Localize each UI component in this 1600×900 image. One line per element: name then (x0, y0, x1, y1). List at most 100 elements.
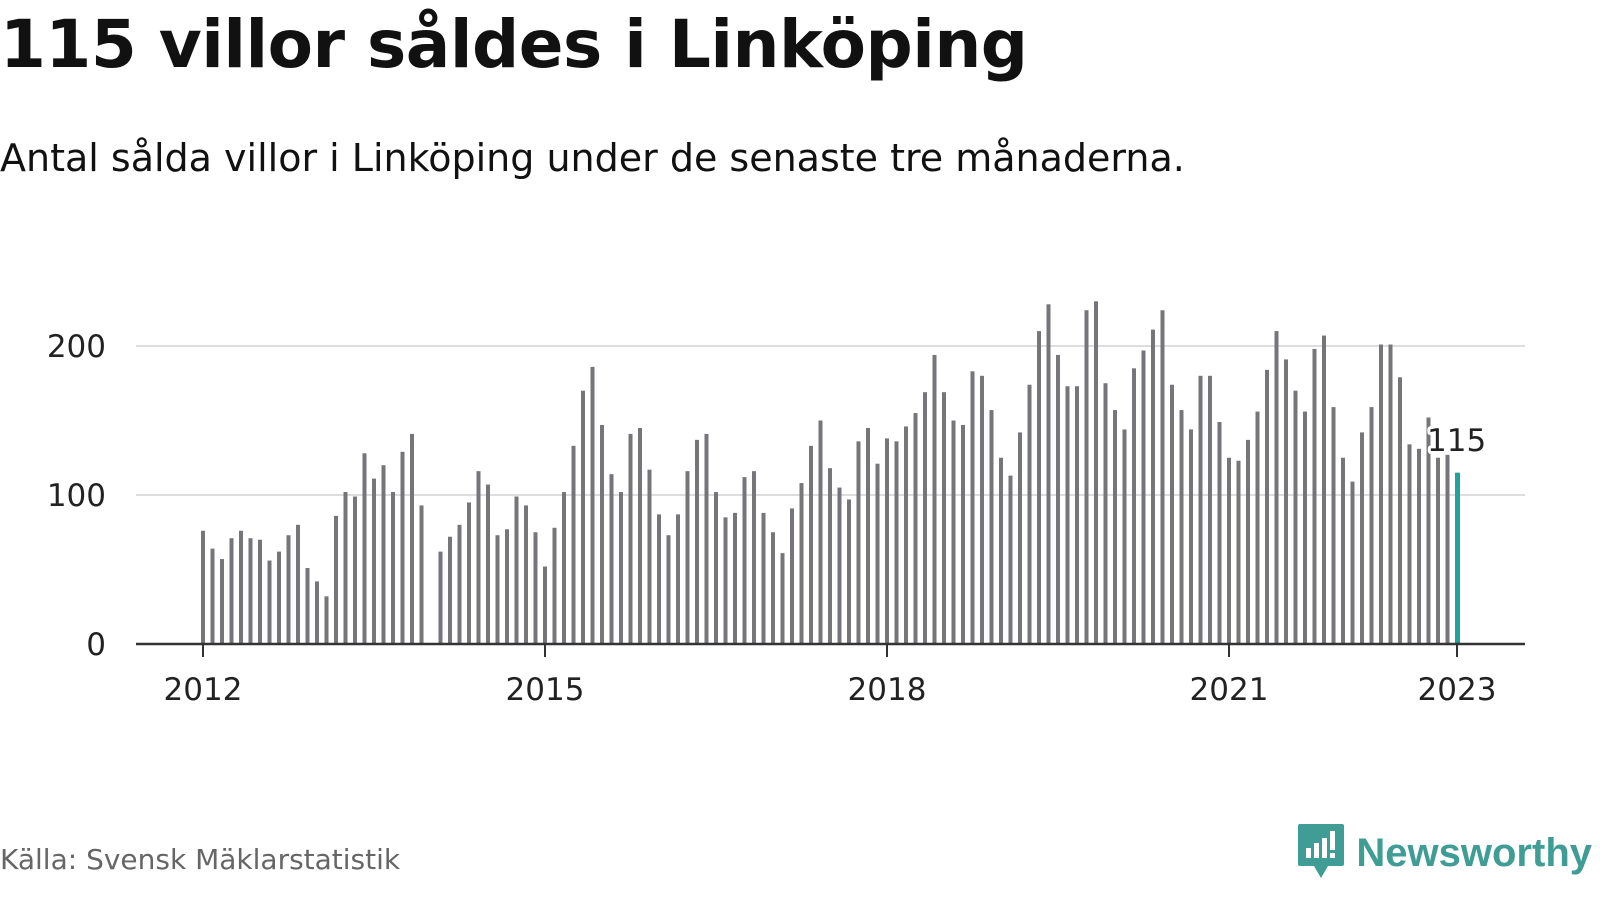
bar (866, 427, 870, 644)
bar (714, 492, 718, 644)
bar (1084, 310, 1089, 644)
bar (258, 539, 262, 644)
bar (657, 514, 661, 644)
bar (1094, 301, 1098, 644)
bar (894, 441, 899, 644)
bar (619, 492, 623, 644)
bar (362, 453, 367, 644)
bar (1312, 348, 1317, 644)
bar (799, 483, 804, 644)
bar (372, 478, 376, 644)
bar (1369, 407, 1374, 644)
bar (552, 527, 557, 644)
bar (353, 496, 357, 644)
bar (837, 487, 842, 644)
bar (752, 471, 756, 644)
bar (1141, 350, 1146, 644)
axes: 0 100 200 2012 2015 2018 2021 2023 115 (47, 329, 1525, 708)
bar (476, 471, 481, 644)
bar (600, 424, 604, 644)
bar (771, 532, 775, 644)
bar (1208, 375, 1212, 644)
bar (1379, 344, 1383, 644)
bar (828, 468, 832, 644)
bar (581, 390, 585, 644)
bar (647, 469, 652, 644)
bar (334, 515, 338, 644)
bar (1407, 444, 1412, 644)
bar-series (201, 301, 1460, 644)
x-tick-label: 2021 (1190, 672, 1269, 708)
bar (1122, 429, 1127, 644)
brand-logo: Newsworthy (1296, 822, 1592, 884)
bar (505, 529, 509, 644)
bar (1103, 383, 1108, 644)
bar (248, 538, 253, 644)
bar (1227, 457, 1231, 644)
bar (1341, 457, 1345, 644)
bar (809, 445, 813, 644)
bar (1436, 457, 1440, 644)
bar (685, 471, 690, 644)
bar (590, 366, 595, 644)
bar (723, 517, 728, 644)
bar (961, 424, 965, 644)
bar (1217, 421, 1222, 644)
bar (1274, 331, 1279, 644)
bar (638, 427, 642, 644)
bar (543, 566, 547, 644)
bar (1160, 310, 1165, 644)
bar (419, 505, 424, 644)
bar (1170, 384, 1174, 644)
bar (400, 451, 405, 644)
bar (210, 548, 215, 644)
bar (695, 439, 699, 644)
y-tick-label: 0 (86, 627, 106, 663)
bar (343, 492, 348, 644)
bar (267, 560, 272, 644)
bar (1350, 481, 1355, 644)
bar (1179, 410, 1184, 644)
bar (913, 413, 918, 644)
bar (296, 524, 300, 644)
bar (1075, 386, 1079, 644)
bar (277, 551, 281, 644)
bar (904, 426, 908, 644)
bar (438, 551, 443, 644)
bar (448, 536, 452, 644)
bar (704, 433, 709, 644)
bar (1151, 329, 1155, 644)
bar (533, 532, 538, 644)
bar (1331, 407, 1336, 644)
bar (1322, 335, 1326, 644)
bar (229, 538, 234, 644)
bar (1132, 368, 1136, 644)
bar (1056, 354, 1060, 644)
bar (666, 535, 671, 644)
bar (1284, 359, 1288, 644)
bar (1008, 475, 1013, 644)
x-tick-label: 2023 (1418, 672, 1497, 708)
bar (970, 371, 975, 644)
bar (1189, 429, 1193, 644)
bar (391, 492, 395, 644)
bar (315, 581, 319, 644)
bar (1265, 369, 1269, 644)
bar (932, 354, 937, 644)
bar (1293, 390, 1298, 644)
bar (1426, 417, 1431, 644)
bar (381, 465, 386, 644)
bar (201, 530, 205, 644)
bar (780, 553, 785, 644)
bar (239, 530, 243, 644)
bar (220, 559, 224, 644)
bar (1388, 344, 1393, 644)
bar (847, 499, 851, 644)
bar (514, 496, 519, 644)
bar (989, 410, 994, 644)
bar (761, 512, 766, 644)
bar (818, 420, 823, 644)
bar (1398, 377, 1402, 644)
y-tick-label: 100 (47, 478, 106, 514)
bar (486, 484, 490, 644)
